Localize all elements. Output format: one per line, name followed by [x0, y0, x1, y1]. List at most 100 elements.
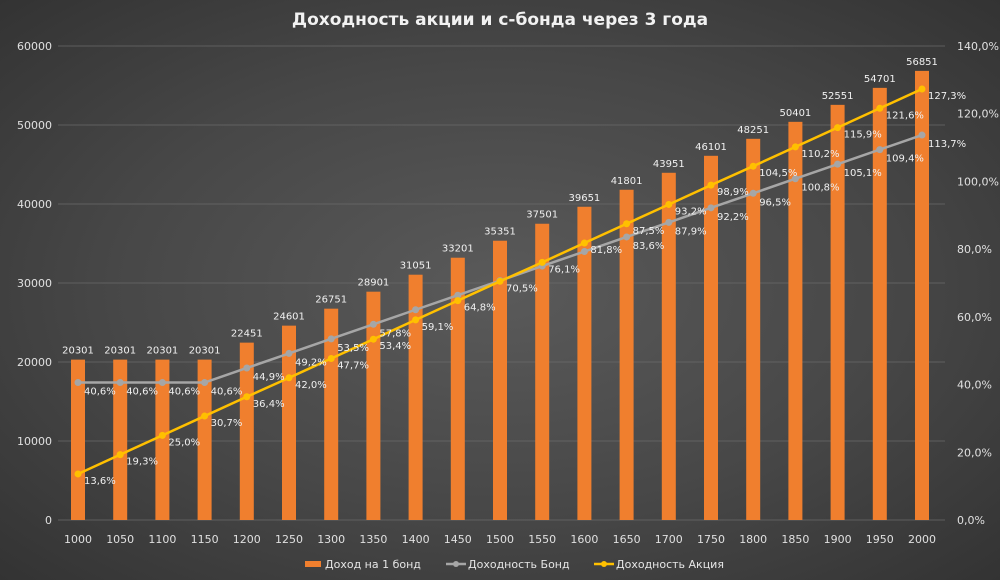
legend-label: Доходность Акция [616, 558, 724, 571]
stock-label: 76,1% [548, 264, 580, 275]
y-right-tick: 100,0% [957, 175, 999, 188]
stock-label: 87,5% [633, 226, 665, 237]
x-tick: 1650 [613, 533, 641, 546]
bar-label: 43951 [653, 159, 685, 170]
bond-point [580, 248, 588, 256]
bar-label: 41801 [611, 176, 643, 187]
bond-label: 40,6% [84, 387, 116, 398]
stock-label: 110,2% [801, 149, 839, 160]
bar [788, 121, 803, 521]
bar [661, 172, 676, 520]
bar-label: 28901 [357, 278, 389, 289]
bond-label: 113,7% [928, 139, 966, 150]
x-tick: 1500 [486, 533, 514, 546]
bond-label: 49,2% [295, 357, 327, 368]
bond-point [74, 379, 82, 387]
stock-point [74, 470, 82, 478]
stock-label: 70,5% [506, 283, 538, 294]
y-right-tick: 20,0% [957, 446, 992, 459]
stock-label: 104,5% [759, 168, 797, 179]
stock-point [454, 297, 462, 305]
stock-label: 30,7% [211, 418, 243, 429]
bond-point [327, 335, 335, 343]
y-right-tick: 40,0% [957, 379, 992, 392]
stock-point [327, 355, 335, 363]
bar [282, 325, 296, 520]
stock-point [496, 277, 504, 285]
x-tick: 1250 [275, 533, 303, 546]
legend-swatch [305, 561, 321, 567]
legend-marker [601, 561, 607, 567]
stock-label: 81,8% [590, 245, 622, 256]
bar-label: 35351 [484, 227, 516, 238]
stock-point [369, 335, 377, 343]
stock-point [158, 431, 166, 439]
y-right-tick: 140,0% [957, 40, 999, 53]
stock-point [749, 162, 757, 170]
stock-point [791, 143, 799, 151]
x-tick: 1100 [148, 533, 176, 546]
stock-point [918, 85, 926, 93]
stock-point [538, 258, 546, 266]
stock-point [707, 181, 715, 189]
y-right-tick: 80,0% [957, 243, 992, 256]
x-tick: 1000 [64, 533, 92, 546]
bar [830, 104, 845, 520]
bond-point [369, 320, 377, 328]
stock-label: 36,4% [253, 399, 285, 410]
stock-label: 53,4% [379, 341, 411, 352]
stock-label: 121,6% [886, 110, 924, 121]
chart-title: Доходность акции и с-бонда через 3 года [292, 10, 708, 30]
x-tick: 1050 [106, 533, 134, 546]
bond-label: 105,1% [844, 168, 882, 179]
stock-label: 42,0% [295, 380, 327, 391]
bond-label: 92,2% [717, 212, 749, 223]
stock-label: 13,6% [84, 476, 116, 487]
bar [239, 342, 254, 520]
bar-label: 31051 [400, 261, 432, 272]
x-tick: 1400 [402, 533, 430, 546]
y-left-tick: 10000 [17, 435, 52, 448]
bar [493, 240, 507, 520]
stock-point [116, 451, 124, 459]
bond-point [201, 379, 209, 387]
stock-label: 127,3% [928, 91, 966, 102]
bond-label: 53,5% [337, 343, 369, 354]
bar [408, 274, 423, 520]
x-tick: 1800 [739, 533, 767, 546]
x-tick: 1550 [528, 533, 556, 546]
stock-label: 98,9% [717, 187, 749, 198]
bond-label: 40,6% [211, 387, 243, 398]
bar-label: 20301 [104, 346, 136, 357]
bar-label: 52551 [822, 91, 854, 102]
bond-point [749, 189, 757, 197]
x-tick: 2000 [908, 533, 936, 546]
bond-point [707, 204, 715, 212]
bar [577, 206, 592, 521]
bar [113, 359, 128, 520]
bond-label: 44,9% [253, 372, 285, 383]
bar [324, 308, 339, 520]
y-left-tick: 0 [45, 514, 52, 527]
bond-label: 40,6% [168, 387, 200, 398]
legend-label: Доход на 1 бонд [325, 558, 421, 571]
y-left-tick: 30000 [17, 277, 52, 290]
bond-label: 100,8% [801, 183, 839, 194]
x-tick: 1900 [824, 533, 852, 546]
stock-point [243, 393, 251, 401]
bond-point [623, 233, 631, 241]
bar-label: 39651 [568, 193, 600, 204]
bond-label: 109,4% [886, 154, 924, 165]
x-tick: 1150 [191, 533, 219, 546]
x-tick: 1700 [655, 533, 683, 546]
x-tick: 1350 [359, 533, 387, 546]
stock-point [285, 374, 293, 382]
bar-label: 20301 [62, 346, 94, 357]
x-tick: 1950 [866, 533, 894, 546]
x-tick: 1300 [317, 533, 345, 546]
bond-point [876, 146, 884, 154]
bond-label: 87,9% [675, 226, 707, 237]
bar-label: 54701 [864, 74, 896, 85]
bond-point [412, 306, 420, 314]
bond-point [285, 349, 293, 357]
